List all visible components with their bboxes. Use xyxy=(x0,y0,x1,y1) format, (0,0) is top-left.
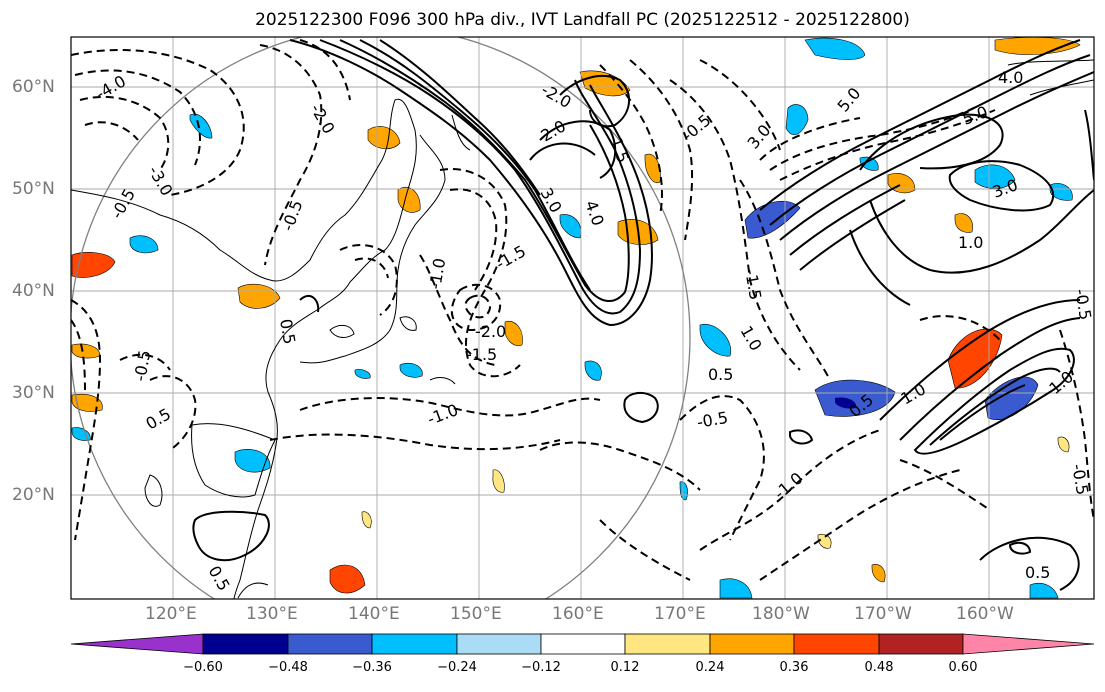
colorbar-tick-label: 0.36 xyxy=(779,660,809,675)
lon-label: 150°E xyxy=(450,604,502,624)
lon-label: 160°E xyxy=(552,604,604,624)
colorbar-segment xyxy=(793,633,880,655)
map-gridlines xyxy=(71,37,1094,599)
lon-label: 140°E xyxy=(348,604,400,624)
contour-label: 0.5 xyxy=(708,365,733,384)
colorbar-tick-label: 0.48 xyxy=(864,660,894,675)
lat-label: 50°N xyxy=(12,179,55,199)
contour-label: -1.5 xyxy=(466,345,497,364)
lat-label: 40°N xyxy=(12,281,55,301)
colorbar-tick-label: −0.48 xyxy=(268,660,308,675)
colorbar-tick-label: −0.36 xyxy=(352,660,392,675)
lat-label: 20°N xyxy=(12,485,55,505)
landfall-region-circle xyxy=(71,37,691,599)
lat-label: 60°N xyxy=(12,77,55,97)
colorbar-tick-label: −0.24 xyxy=(437,660,477,675)
colorbar-extend-low xyxy=(70,633,204,655)
contour-label: 0.5 xyxy=(1025,563,1050,582)
colorbar-tick-label: −0.60 xyxy=(183,660,223,675)
lon-label: 120°E xyxy=(145,604,197,624)
colorbar-segment xyxy=(371,633,458,655)
divergence-shading xyxy=(71,37,1081,599)
colorbar-tick-label: 0.60 xyxy=(948,660,978,675)
colorbar-segment xyxy=(540,633,626,655)
lon-label: 170°E xyxy=(654,604,706,624)
colorbar-tick-label: −0.12 xyxy=(521,660,561,675)
colorbar-extend-high xyxy=(962,633,1095,655)
colorbar-segment xyxy=(709,633,795,655)
colorbar xyxy=(70,633,1095,655)
negative-contours xyxy=(71,39,1094,581)
coastlines xyxy=(71,59,1094,599)
lon-label: 180°W xyxy=(752,604,810,624)
map-title: 2025122300 F096 300 hPa div., IVT Landfa… xyxy=(255,10,910,30)
lon-label: 160°W xyxy=(956,604,1014,624)
contour-label: 4.0 xyxy=(998,68,1023,87)
lon-label: 170°W xyxy=(854,604,912,624)
contour-label: -0.5 xyxy=(1071,287,1095,321)
lat-label: 30°N xyxy=(12,383,55,403)
colorbar-segment xyxy=(287,633,373,655)
contour-label: -2.0 xyxy=(475,322,506,341)
colorbar-segment xyxy=(878,633,964,655)
colorbar-segment xyxy=(624,633,711,655)
positive-contours xyxy=(192,39,1094,591)
map-frame xyxy=(70,36,1095,600)
colorbar-segment xyxy=(456,633,542,655)
colorbar-segment xyxy=(202,633,289,655)
colorbar-tick-label: 0.24 xyxy=(695,660,725,675)
lon-label: 130°E xyxy=(246,604,298,624)
contour-label: 0.5 xyxy=(276,317,299,345)
contour-label: 1.0 xyxy=(958,233,983,252)
colorbar-tick-label: 0.12 xyxy=(610,660,640,675)
